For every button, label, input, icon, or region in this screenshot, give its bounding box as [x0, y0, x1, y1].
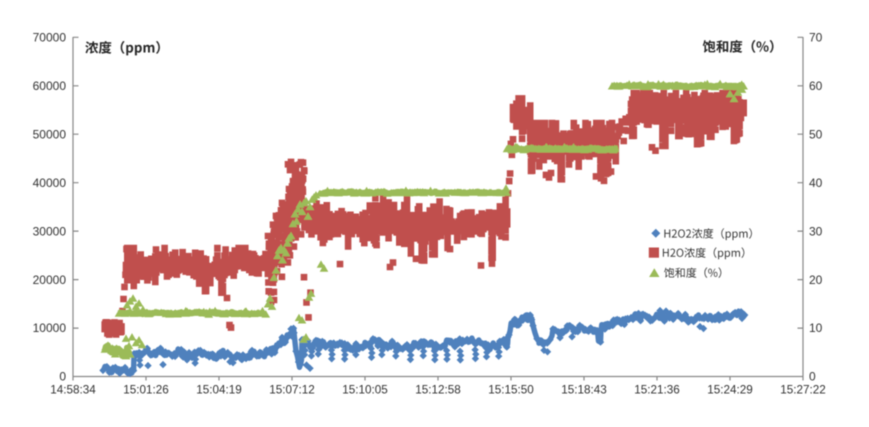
svg-text:15:24:29: 15:24:29	[707, 384, 753, 397]
svg-text:15:12:58: 15:12:58	[415, 384, 461, 397]
svg-text:15:01:26: 15:01:26	[123, 384, 169, 397]
svg-text:15:18:43: 15:18:43	[561, 384, 607, 397]
svg-text:60: 60	[809, 79, 823, 93]
svg-text:40: 40	[809, 176, 823, 190]
svg-text:15:15:50: 15:15:50	[488, 384, 534, 397]
svg-text:50: 50	[809, 127, 823, 141]
svg-text:70000: 70000	[33, 31, 67, 45]
svg-text:70: 70	[809, 31, 823, 45]
svg-text:15:04:19: 15:04:19	[196, 384, 242, 397]
svg-text:15:27:22: 15:27:22	[780, 384, 826, 397]
svg-text:40000: 40000	[33, 176, 67, 190]
svg-text:20: 20	[809, 273, 823, 287]
svg-text:30000: 30000	[33, 224, 67, 238]
svg-text:30: 30	[809, 224, 823, 238]
svg-text:50000: 50000	[33, 127, 67, 141]
svg-text:10: 10	[809, 321, 823, 335]
svg-text:0: 0	[59, 370, 66, 384]
svg-text:14:58:34: 14:58:34	[50, 384, 96, 397]
svg-text:10000: 10000	[33, 321, 67, 335]
svg-text:0: 0	[809, 370, 816, 384]
svg-text:20000: 20000	[33, 273, 67, 287]
svg-text:15:07:12: 15:07:12	[269, 384, 315, 397]
svg-text:15:21:36: 15:21:36	[634, 384, 680, 397]
svg-text:15:10:05: 15:10:05	[342, 384, 388, 397]
svg-text:60000: 60000	[33, 79, 67, 93]
